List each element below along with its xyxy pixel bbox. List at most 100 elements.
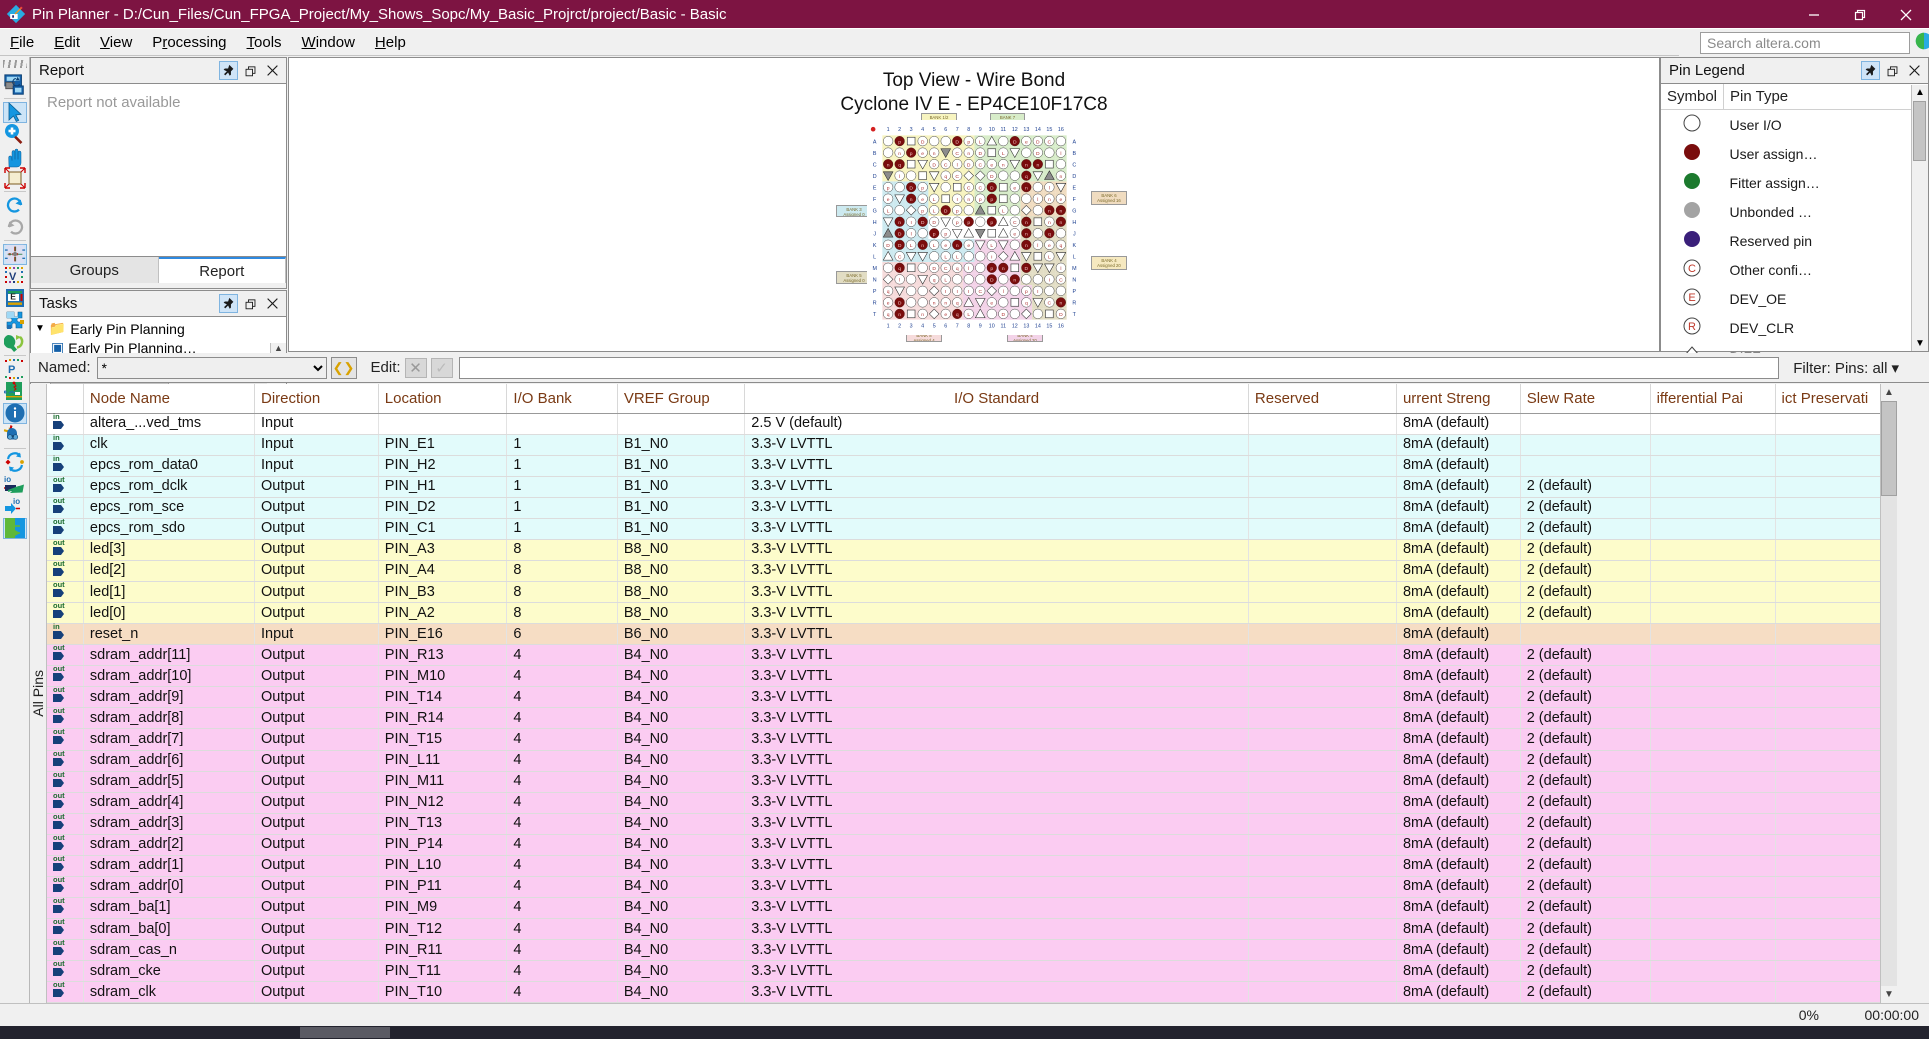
svg-text:D: D	[873, 174, 877, 180]
svg-text:l: l	[1003, 289, 1004, 295]
svg-text:n: n	[1036, 162, 1039, 168]
svg-text:H: H	[1072, 220, 1076, 226]
svg-text:D: D	[1001, 312, 1005, 318]
svg-text:L: L	[979, 139, 982, 145]
svg-text:13: 13	[1023, 127, 1029, 133]
svg-text:A: A	[873, 139, 877, 145]
svg-text:n: n	[933, 151, 936, 157]
svg-text:p: p	[898, 139, 901, 145]
svg-text:q: q	[956, 266, 959, 272]
svg-text:n: n	[1048, 220, 1051, 226]
svg-text:q: q	[887, 312, 890, 318]
svg-text:I: I	[945, 289, 946, 295]
svg-text:n: n	[1025, 185, 1028, 191]
svg-text:e: e	[1048, 243, 1051, 249]
svg-text:C: C	[1072, 162, 1076, 168]
svg-text:3: 3	[910, 323, 913, 329]
svg-text:C: C	[1688, 263, 1696, 275]
svg-text:p: p	[887, 185, 890, 191]
svg-text:P: P	[1073, 289, 1077, 295]
svg-text:C: C	[898, 255, 902, 261]
svg-text:io: io	[4, 475, 11, 484]
svg-text:q: q	[898, 162, 901, 168]
svg-text:n: n	[1059, 301, 1062, 307]
svg-text:5: 5	[933, 127, 936, 133]
svg-text:n: n	[967, 197, 970, 203]
svg-text:n: n	[887, 162, 890, 168]
svg-text:D: D	[944, 209, 948, 215]
svg-text:D: D	[898, 243, 902, 249]
svg-text:D: D	[921, 220, 925, 226]
svg-text:D: D	[932, 266, 936, 272]
svg-text:e: e	[990, 301, 993, 307]
svg-text:D: D	[1072, 174, 1076, 180]
svg-text:9: 9	[979, 323, 982, 329]
svg-text:2: 2	[898, 127, 901, 133]
svg-text:D: D	[1025, 266, 1029, 272]
svg-text:6: 6	[944, 323, 947, 329]
svg-text:I: I	[957, 289, 958, 295]
svg-text:p: p	[921, 209, 924, 215]
svg-text:p: p	[967, 139, 970, 145]
svg-text:n: n	[1025, 232, 1028, 238]
svg-text:13: 13	[1023, 323, 1029, 329]
svg-text:E: E	[1073, 185, 1077, 191]
svg-text:l: l	[1060, 151, 1061, 157]
svg-text:11: 11	[1001, 323, 1007, 329]
svg-text:L: L	[967, 312, 970, 318]
svg-text:I: I	[1037, 289, 1038, 295]
svg-text:14: 14	[1035, 323, 1041, 329]
svg-text:9: 9	[979, 127, 982, 133]
svg-text:p: p	[990, 197, 993, 203]
svg-text:7: 7	[956, 323, 959, 329]
svg-text:D: D	[898, 301, 902, 307]
svg-text:I: I	[1049, 278, 1050, 284]
svg-text:n: n	[898, 312, 901, 318]
svg-text:l: l	[899, 278, 900, 284]
svg-text:L: L	[1073, 255, 1076, 261]
svg-text:p: p	[944, 232, 947, 238]
svg-text:l: l	[899, 174, 900, 180]
svg-text:e: e	[944, 243, 947, 249]
svg-text:J: J	[873, 232, 876, 238]
svg-text:5: 5	[933, 323, 936, 329]
svg-text:n: n	[898, 151, 901, 157]
svg-text:e: e	[887, 197, 890, 203]
svg-text:p: p	[979, 197, 982, 203]
svg-text:p: p	[921, 185, 924, 191]
svg-text:e: e	[921, 151, 924, 157]
svg-text:l: l	[911, 232, 912, 238]
svg-text:n: n	[1025, 220, 1028, 226]
svg-text:p: p	[967, 220, 970, 226]
svg-text:8: 8	[967, 127, 970, 133]
svg-text:D: D	[1036, 151, 1040, 157]
svg-text:n: n	[1059, 209, 1062, 215]
svg-text:p: p	[956, 209, 959, 215]
svg-text:l: l	[957, 162, 958, 168]
svg-text:p: p	[1025, 289, 1028, 295]
svg-text:n: n	[921, 312, 924, 318]
svg-text:7: 7	[956, 127, 959, 133]
svg-text:1: 1	[887, 323, 890, 329]
svg-text:D: D	[990, 174, 994, 180]
svg-text:q: q	[887, 289, 890, 295]
svg-text:10: 10	[989, 127, 995, 133]
svg-text:M: M	[1072, 266, 1077, 272]
svg-text:11: 11	[1001, 127, 1007, 133]
svg-text:C: C	[944, 162, 948, 168]
svg-text:D: D	[967, 162, 971, 168]
svg-text:N: N	[1072, 278, 1076, 284]
svg-text:L: L	[910, 243, 913, 249]
svg-text:n: n	[933, 301, 936, 307]
svg-text:L: L	[956, 255, 959, 261]
svg-text:K: K	[873, 243, 877, 249]
svg-text:D: D	[932, 220, 936, 226]
svg-text:n: n	[1059, 174, 1062, 180]
svg-text:n: n	[967, 151, 970, 157]
svg-text:q: q	[956, 312, 959, 318]
svg-text:12: 12	[1012, 323, 1018, 329]
svg-text:n: n	[910, 197, 913, 203]
svg-text:2: 2	[898, 323, 901, 329]
svg-text:L: L	[1002, 151, 1005, 157]
svg-text:L: L	[944, 278, 947, 284]
